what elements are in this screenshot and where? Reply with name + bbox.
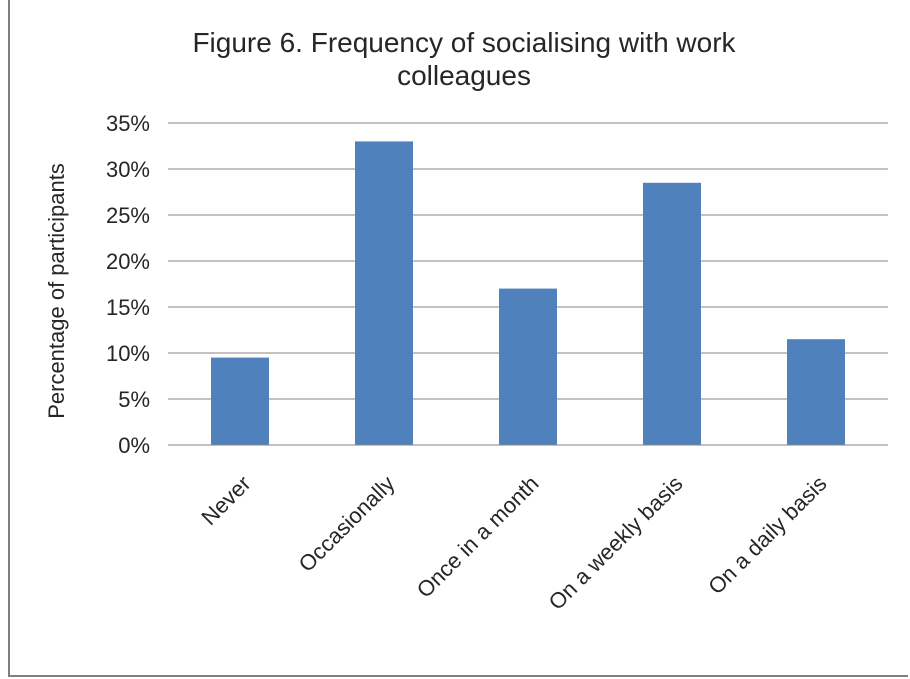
y-axis-title: Percentage of participants (44, 163, 69, 419)
x-category-label: On a weekly basis (544, 471, 688, 615)
y-tick-label: 35% (106, 111, 150, 136)
bar (643, 182, 701, 446)
x-category-label: Never (196, 471, 255, 530)
y-tick-label: 30% (106, 157, 150, 182)
bar (787, 339, 845, 445)
x-category-labels: Never Occasionally Once in a month On a wee… (196, 471, 831, 615)
y-tick-labels: 0% 5% 10% 15% 20% 25% 30% 35% (106, 111, 150, 458)
y-tick-label: 5% (118, 387, 150, 412)
y-tick-label: 25% (106, 203, 150, 228)
y-tick-label: 15% (106, 295, 150, 320)
x-category-label: Occasionally (294, 471, 400, 577)
chart-frame (8, 0, 908, 677)
y-tick-label: 0% (118, 433, 150, 458)
y-tick-label: 20% (106, 249, 150, 274)
x-category-label: Once in a month (412, 471, 544, 603)
bar (211, 357, 269, 445)
chart-title-line-2: colleagues (397, 60, 531, 91)
bars (211, 141, 845, 446)
chart-title-line-1: Figure 6. Frequency of socialising with … (192, 27, 736, 58)
bar (499, 288, 557, 445)
x-category-label: On a daily basis (703, 471, 831, 599)
y-tick-label: 10% (106, 341, 150, 366)
bar (355, 141, 413, 445)
